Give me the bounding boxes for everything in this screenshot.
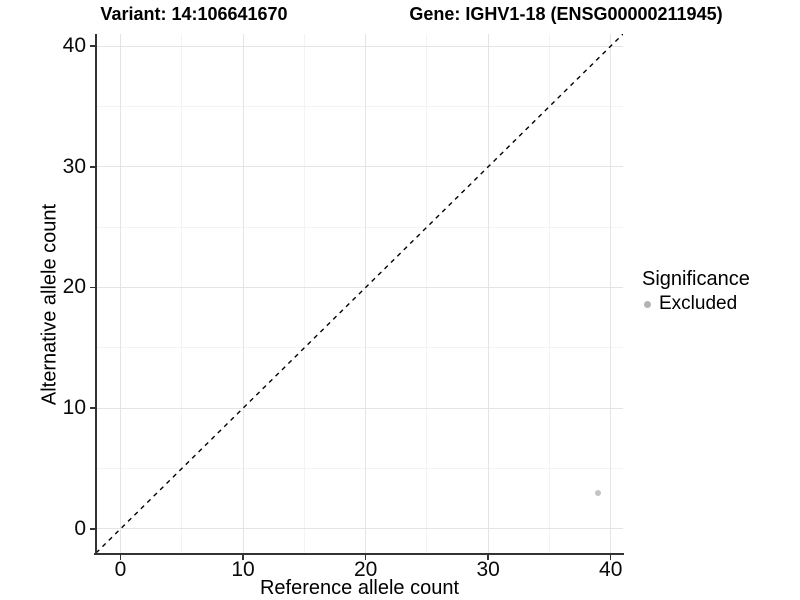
gridline-major-horizontal <box>96 45 623 47</box>
gridline-major-horizontal <box>96 407 623 409</box>
gridline-major-vertical <box>120 34 121 553</box>
y-tick-label: 30 <box>62 154 86 178</box>
x-axis-title: Reference allele count <box>259 577 459 599</box>
y-tick-label: 20 <box>62 275 86 299</box>
legend-title: Significance <box>642 268 750 290</box>
identity-dashed-line <box>96 34 623 553</box>
gridline-minor-horizontal <box>96 105 623 107</box>
x-axis-line <box>94 553 624 555</box>
gridline-minor-vertical <box>181 34 183 553</box>
x-tick-mark <box>242 555 244 560</box>
data-point <box>595 489 602 496</box>
x-tick-label: 10 <box>231 558 255 581</box>
y-axis-title: Alternative allele count <box>38 203 61 406</box>
y-tick-mark <box>90 528 95 530</box>
y-tick-mark <box>90 407 95 409</box>
gridline-major-vertical <box>610 34 612 553</box>
y-tick-label: 0 <box>74 516 86 540</box>
gridline-major-horizontal <box>96 286 623 288</box>
y-axis-line <box>95 34 97 555</box>
y-tick-label: 10 <box>62 396 86 420</box>
x-tick-label: 0 <box>114 558 127 581</box>
gridline-minor-horizontal <box>96 226 623 228</box>
gridline-major-horizontal <box>96 166 623 168</box>
gridline-major-vertical <box>487 34 489 553</box>
y-tick-mark <box>90 286 95 289</box>
legend-point-icon <box>644 300 651 308</box>
gridline-major-vertical <box>242 34 244 553</box>
gridline-minor-vertical <box>303 34 305 553</box>
gridline-major-horizontal <box>96 528 623 530</box>
x-tick-label: 40 <box>599 558 623 581</box>
plot-panel <box>96 34 623 553</box>
legend-item-label: Excluded <box>659 293 738 314</box>
x-tick-label: 30 <box>476 558 500 581</box>
x-tick-mark <box>609 555 612 560</box>
gridline-minor-vertical <box>426 34 428 553</box>
x-tick-label: 20 <box>353 558 378 581</box>
plot-title-variant: Variant: 14:106641670 <box>100 4 288 24</box>
legend: Significance Excluded <box>642 268 750 315</box>
x-tick-mark <box>487 555 489 560</box>
gridline-major-vertical <box>365 34 367 553</box>
gridline-minor-horizontal <box>96 468 623 469</box>
x-tick-mark <box>364 555 367 560</box>
gridline-minor-horizontal <box>96 347 623 349</box>
legend-item-excluded: Excluded <box>642 293 750 315</box>
gridline-minor-vertical <box>548 34 550 553</box>
x-tick-mark <box>119 555 122 560</box>
y-tick-label: 40 <box>62 34 86 58</box>
plot-title-gene: Gene: IGHV1-18 (ENSG00000211945) <box>409 4 723 24</box>
y-tick-mark <box>90 45 95 47</box>
y-tick-mark <box>90 166 95 168</box>
